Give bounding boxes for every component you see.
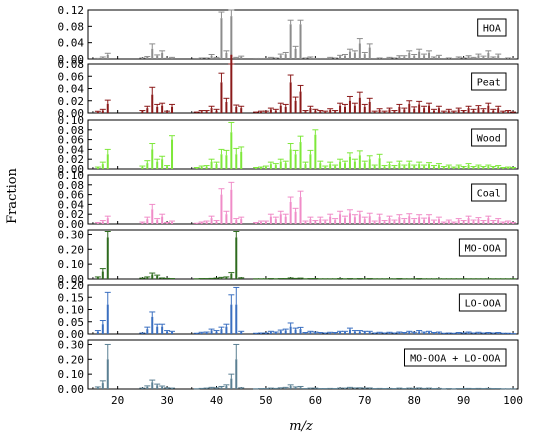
x-tick-label: 100	[503, 394, 523, 407]
x-tick-label: 90	[457, 394, 470, 407]
y-tick-label: 0.02	[58, 95, 85, 108]
y-tick-label: 0.00	[58, 163, 85, 176]
panel-frame	[87, 119, 519, 170]
x-tick-label: 30	[160, 394, 173, 407]
legend-box: LO-OOA	[458, 293, 507, 312]
x-tick-labels: 20 30 40 50 60 70 80 90 100	[111, 394, 523, 407]
legend-frame	[471, 72, 507, 91]
legend-label: Coal	[477, 189, 501, 200]
series-bars	[94, 181, 517, 224]
panel-4: 0.000.020.040.060.080.10 Coal	[58, 169, 519, 231]
y-tick-label: 0.10	[58, 114, 85, 127]
y-tick-label: 0.20	[58, 279, 85, 292]
legend-frame	[404, 348, 507, 367]
series-bars	[94, 286, 517, 335]
legend-box: Coal	[471, 183, 507, 202]
x-tick-label: 20	[111, 394, 124, 407]
y-tick-label: 0.06	[58, 189, 85, 202]
legend-label: MO-OOA	[465, 244, 501, 255]
y-tick-label: 0.08	[58, 124, 85, 137]
legend-label: LO-OOA	[465, 299, 501, 310]
y-tick-label: 0.15	[58, 291, 85, 304]
legend-box: HOA	[477, 18, 507, 37]
x-tick-label: 50	[259, 394, 272, 407]
legend-frame	[458, 293, 507, 312]
y-tick-label: 0.00	[58, 273, 85, 286]
series-bars	[94, 9, 517, 59]
y-tick-label: 0.10	[58, 169, 85, 182]
panel-frame	[87, 284, 519, 335]
panel-7: 0.00 0.10 0.20 0.30 MO-OOA + LO-OOA	[58, 338, 519, 396]
legend-frame	[471, 128, 507, 147]
panel-1: 0.00 0.04 0.08 0.12 HOA	[58, 4, 519, 66]
panel-6: 0.000.050.100.150.20 LO-OOA	[58, 279, 519, 341]
legend-box: Wood	[471, 128, 507, 147]
y-tick-label: 0.02	[58, 153, 85, 166]
panel-frame	[87, 174, 519, 225]
y-tick-label: 0.10	[58, 304, 85, 317]
series-bars	[94, 54, 517, 113]
y-tick-label: 0.30	[58, 228, 85, 241]
y-tick-label: 0.08	[58, 179, 85, 192]
y-tick-label: 0.30	[58, 338, 85, 351]
series-bars	[94, 121, 517, 169]
y-tick-label: 0.00	[58, 328, 85, 341]
y-tick-label: 0.06	[58, 70, 85, 83]
y-tick-label: 0.04	[58, 198, 85, 211]
y-axis-title: Fraction	[5, 167, 20, 223]
y-tick-label: 0.08	[58, 20, 85, 33]
y-tick-label: 0.20	[58, 353, 85, 366]
y-tick-label: 0.08	[58, 58, 85, 71]
y-tick-label: 0.00	[58, 218, 85, 231]
x-axis-title: m/z	[289, 419, 313, 434]
y-tick-label: 0.00	[58, 53, 85, 66]
legend-frame	[458, 238, 507, 257]
y-tick-label: 0.04	[58, 83, 85, 96]
x-tick-label: 60	[309, 394, 322, 407]
x-tick-label: 80	[408, 394, 421, 407]
y-tick-label: 0.04	[58, 37, 85, 50]
panel-3: 0.000.020.040.060.080.10 Wood	[58, 114, 519, 176]
panels: 0.000.040.080.12HOA0.000.020.040.060.08P…	[58, 4, 523, 407]
x-tick-label: 70	[358, 394, 371, 407]
legend-label: Peat	[477, 78, 501, 89]
legend-label: Wood	[477, 134, 501, 145]
y-tick-label: 0.10	[58, 368, 85, 381]
series-bars	[94, 343, 517, 390]
legend-label: HOA	[483, 24, 501, 35]
y-tick-label: 0.02	[58, 208, 85, 221]
y-tick-label: 0.00	[58, 383, 85, 396]
legend-box: MO-OOA + LO-OOA	[404, 348, 507, 367]
legend-frame	[471, 183, 507, 202]
y-tick-label: 0.12	[58, 4, 85, 17]
legend-box: Peat	[471, 72, 507, 91]
y-tick-label: 0.20	[58, 243, 85, 256]
y-tick-label: 0.04	[58, 143, 85, 156]
x-tick-label: 40	[210, 394, 223, 407]
legend-box: MO-OOA	[458, 238, 507, 257]
series-bars	[94, 230, 517, 280]
legend-label: MO-OOA + LO-OOA	[410, 354, 500, 365]
y-tick-label: 0.06	[58, 134, 85, 147]
legend-frame	[477, 18, 507, 37]
panel-5: 0.00 0.10 0.20 0.30 MO-OOA	[58, 228, 519, 286]
panel-frame	[87, 229, 519, 280]
y-tick-label: 0.05	[58, 316, 85, 329]
y-tick-label: 0.10	[58, 258, 85, 271]
y-tick-label: 0.00	[58, 107, 85, 120]
